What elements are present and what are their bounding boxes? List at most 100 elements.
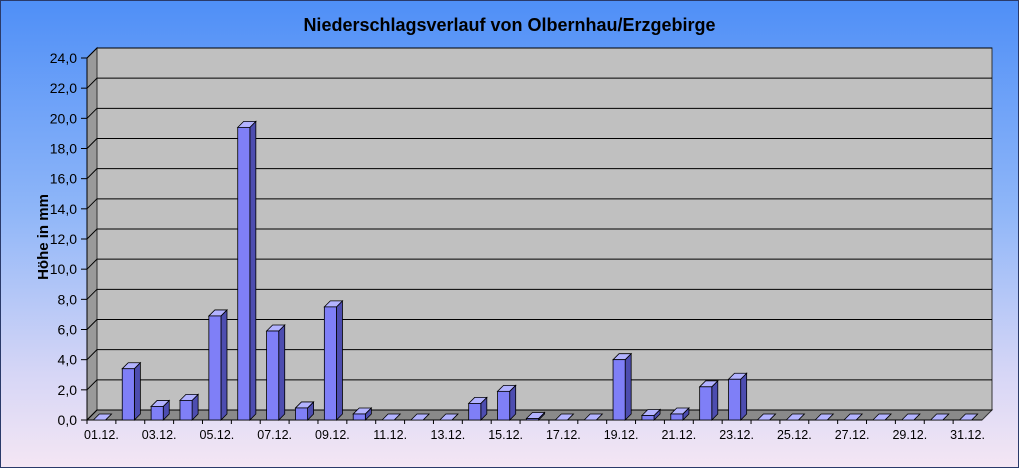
bar [640, 408, 662, 421]
x-tick-label: 15.12. [488, 428, 523, 442]
bar-top [438, 413, 459, 421]
x-tick-label: 23.12. [719, 428, 754, 442]
bar-top [381, 413, 402, 421]
x-axis: 01.12. 03.12. 05.12. 07.12. 09.12. 11.12. 13.1… [84, 419, 985, 442]
y-tick-label: 6,0 [58, 322, 78, 338]
gridline [86, 258, 992, 270]
bar [438, 413, 459, 421]
bar-front [468, 403, 482, 421]
y-tick-label: 12,0 [50, 231, 77, 247]
x-tick-label: 03.12. [142, 428, 177, 442]
bar-front [641, 415, 655, 421]
y-tick-label: 20,0 [50, 110, 77, 126]
bar-front [208, 315, 222, 421]
bar [958, 413, 979, 421]
gridline [86, 107, 992, 119]
bar-top [958, 413, 979, 421]
bar-side [711, 379, 719, 421]
gridline [86, 138, 992, 149]
bar-top [583, 413, 604, 421]
bar-front [497, 390, 511, 421]
bar-front [150, 406, 164, 421]
bar [121, 361, 142, 421]
bar-top [843, 413, 864, 421]
bar [900, 413, 921, 421]
x-tick-label: 09.12. [315, 428, 350, 442]
bar [583, 413, 604, 421]
bar [207, 308, 228, 421]
gridline [86, 349, 992, 361]
x-tick-label: 27.12. [835, 428, 870, 442]
bar [727, 372, 748, 421]
gridline [86, 379, 992, 391]
bar-front [323, 306, 337, 421]
x-tick-label: 17.12. [546, 428, 581, 442]
bar [698, 379, 719, 421]
bar [323, 299, 344, 421]
bar-front [699, 386, 713, 421]
bar-top [409, 413, 431, 421]
gridline [86, 198, 992, 210]
y-axis-label: Höhe in mm [35, 194, 52, 280]
bar-side [249, 120, 257, 421]
bar-front [728, 378, 742, 421]
bar [756, 413, 777, 421]
bar [612, 352, 633, 421]
x-tick-label: 05.12. [200, 428, 235, 442]
x-tick-label: 07.12. [257, 428, 292, 442]
gridline [86, 77, 992, 89]
bar-front [612, 359, 626, 421]
bar [92, 413, 113, 421]
bar-side [740, 372, 748, 421]
y-tick-label: 18,0 [50, 141, 77, 157]
bar-top [92, 413, 113, 421]
y-tick-label: 8,0 [58, 291, 78, 307]
x-tick-label: 29.12. [892, 428, 927, 442]
x-tick-label: 13.12. [431, 428, 466, 442]
gridline [86, 228, 992, 240]
x-tick-label: 01.12. [84, 428, 119, 442]
bar [669, 407, 690, 421]
y-tick-label: 4,0 [58, 352, 78, 368]
y-tick-label: 22,0 [50, 80, 77, 96]
bar-top [900, 413, 921, 421]
bar [236, 120, 257, 421]
bar-side [336, 299, 343, 421]
y-tick-label: 10,0 [50, 261, 77, 277]
bar-side [220, 308, 228, 421]
bar-side [133, 361, 141, 421]
bar [381, 413, 402, 421]
gridline [86, 409, 992, 421]
bar-top [554, 413, 575, 421]
bar-top [814, 413, 835, 421]
x-tick-label: 19.12. [604, 428, 639, 442]
gridline [86, 168, 992, 180]
bar [814, 413, 835, 421]
x-tick-label: 31.12. [950, 428, 985, 442]
bar-front [352, 413, 366, 421]
plot-area [85, 46, 994, 422]
bar [294, 400, 315, 421]
y-tick-label: 16,0 [50, 171, 77, 187]
bar [871, 413, 892, 421]
bar-side [278, 324, 286, 421]
bar-front [670, 413, 684, 421]
bar [467, 396, 488, 421]
chart-title: Niederschlagsverlauf von Olbernhau/Erzge… [303, 15, 716, 35]
y-tick-label: 14,0 [50, 201, 77, 217]
bar [843, 413, 864, 421]
bar-front [295, 407, 308, 421]
x-tick-label: 11.12. [373, 428, 407, 442]
y-tick-label: 0,0 [58, 412, 78, 428]
gridline [86, 47, 992, 59]
bar-top [756, 413, 777, 421]
gridline [86, 319, 992, 330]
bar-top [929, 413, 950, 421]
bar-side [624, 352, 632, 421]
bar [265, 324, 286, 421]
bars [92, 120, 979, 421]
bar [554, 413, 575, 421]
x-tick-label: 25.12. [777, 428, 812, 442]
